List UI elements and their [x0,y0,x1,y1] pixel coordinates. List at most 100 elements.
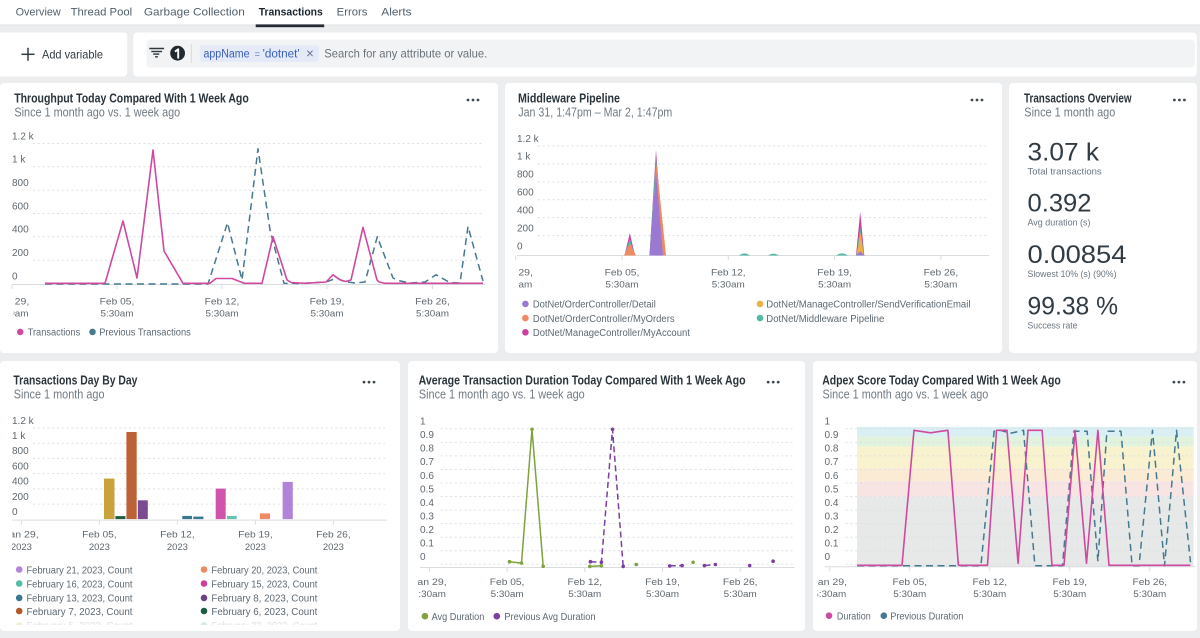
svg-text:0.1: 0.1 [824,538,838,549]
svg-text:Jan 29,: Jan 29, [505,268,533,279]
svg-text:200: 200 [12,492,29,503]
svg-text:5:30am: 5:30am [206,309,239,320]
svg-text:400: 400 [12,225,29,236]
svg-text:2023: 2023 [245,541,266,552]
svg-text:0: 0 [420,552,426,563]
svg-text:5:30am: 5:30am [412,589,445,600]
svg-text:0.2: 0.2 [420,525,434,536]
svg-text:Feb 26,: Feb 26, [924,268,959,279]
svg-text:February 16, 2023, Count: February 16, 2023, Count [27,579,133,590]
svg-text:0.3: 0.3 [824,511,838,522]
svg-text:Average Transaction Duration T: Average Transaction Duration Today Compa… [418,372,745,387]
svg-text:Feb 26,: Feb 26, [415,297,450,308]
svg-text:5:30am: 5:30am [1133,589,1166,600]
svg-text:February 21, 2023, Count: February 21, 2023, Count [27,565,133,576]
svg-text:Feb 05,: Feb 05, [100,297,135,308]
svg-text:DotNet/OrderController/Detail: DotNet/OrderController/Detail [533,300,656,311]
svg-text:0.4: 0.4 [420,498,434,509]
svg-text:Previous Avg Duration: Previous Avg Duration [504,612,595,623]
svg-text:February 22, 2023, Count: February 22, 2023, Count [211,621,317,631]
svg-text:0.8: 0.8 [420,443,434,454]
svg-text:DotNet/Middleware Pipeline: DotNet/Middleware Pipeline [766,314,884,325]
svg-text:Previous Duration: Previous Duration [890,611,963,622]
svg-text:0.5: 0.5 [420,484,434,495]
svg-text:0.9: 0.9 [824,430,838,441]
svg-text:Transactions: Transactions [259,7,323,19]
svg-text:1.2 k: 1.2 k [517,134,540,145]
svg-text:Errors: Errors [337,7,368,19]
svg-text:1.2 k: 1.2 k [12,131,35,142]
svg-text:Transactions Day By Day: Transactions Day By Day [13,372,138,387]
svg-text:Since 1 month ago vs. 1 week a: Since 1 month ago vs. 1 week ago [418,386,584,401]
svg-text:Feb 19,: Feb 19, [645,577,680,588]
svg-text:February 20, 2023, Count: February 20, 2023, Count [211,565,317,576]
svg-text:0.1: 0.1 [420,538,434,549]
svg-text:Previous Transactions: Previous Transactions [99,328,191,339]
svg-text:0: 0 [12,271,18,282]
svg-text:5:30am: 5:30am [893,589,926,600]
svg-text:Overview: Overview [16,7,61,19]
svg-text:Since 1 month ago: Since 1 month ago [14,386,105,401]
svg-text:Duration: Duration [836,611,870,622]
svg-text:800: 800 [12,178,29,189]
svg-text:February 8, 2023, Count: February 8, 2023, Count [211,593,317,604]
svg-text:Slowest 10% (s) (90%): Slowest 10% (s) (90%) [1028,269,1117,280]
svg-text:Total transactions: Total transactions [1028,166,1102,177]
svg-text:×: × [306,46,314,61]
svg-text:Feb 19,: Feb 19, [238,529,273,540]
svg-text:DotNet/OrderController/MyOrder: DotNet/OrderController/MyOrders [533,314,675,325]
svg-text:DotNet/ManageController/SendVe: DotNet/ManageController/SendVerification… [766,300,970,311]
svg-text:Middleware Pipeline: Middleware Pipeline [518,91,620,106]
svg-text:2023: 2023 [11,541,32,552]
svg-text:5:30am: 5:30am [712,280,745,291]
svg-text:3.07 k: 3.07 k [1028,138,1100,166]
svg-text:February 7, 2023, Count: February 7, 2023, Count [27,606,133,617]
svg-text:Search for any attribute or va: Search for any attribute or value. [324,47,487,61]
svg-text:Since 1 month ago vs. 1 week a: Since 1 month ago vs. 1 week ago [14,105,180,120]
svg-text:Feb 05,: Feb 05, [489,577,524,588]
svg-text:=: = [255,49,261,60]
svg-text:400: 400 [12,476,29,487]
svg-text:5:30am: 5:30am [416,309,449,320]
svg-text:800: 800 [12,446,29,457]
svg-text:200: 200 [12,248,29,259]
svg-text:400: 400 [517,205,534,216]
svg-text:Avg duration (s): Avg duration (s) [1028,217,1091,228]
svg-text:Feb 26,: Feb 26, [1132,577,1167,588]
svg-text:5:30am: 5:30am [0,309,29,320]
svg-text:February 6, 2023, Count: February 6, 2023, Count [211,606,317,617]
svg-text:5:30am: 5:30am [568,589,601,600]
svg-text:600: 600 [12,461,29,472]
svg-text:Success rate: Success rate [1028,320,1078,331]
svg-text:0.7: 0.7 [420,457,434,468]
svg-text:5:30am: 5:30am [924,280,957,291]
svg-text:Since 1 month ago: Since 1 month ago [1024,105,1115,120]
svg-text:Avg Duration: Avg Duration [431,612,484,623]
svg-text:Add variable: Add variable [42,47,103,61]
svg-text:0.7: 0.7 [824,457,838,468]
svg-text:Feb 12,: Feb 12, [160,529,195,540]
svg-text:Jan 29,: Jan 29, [813,577,847,588]
svg-text:0: 0 [824,552,830,563]
svg-text:appName: appName [204,49,250,61]
svg-text:Feb 19,: Feb 19, [1052,577,1087,588]
svg-text:800: 800 [517,170,534,181]
svg-text:0.2: 0.2 [824,525,838,536]
svg-text:Throughput Today Compared With: Throughput Today Compared With 1 Week Ag… [14,91,249,106]
svg-text:Transactions: Transactions [28,328,80,339]
svg-text:5:30am: 5:30am [311,309,344,320]
svg-text:Feb 05,: Feb 05, [82,529,117,540]
svg-text:Thread Pool: Thread Pool [71,7,133,19]
svg-text:5:30am: 5:30am [973,589,1006,600]
svg-text:600: 600 [517,188,534,199]
svg-text:2023: 2023 [323,541,344,552]
svg-text:Feb 26,: Feb 26, [722,577,757,588]
svg-text:5:30am: 5:30am [813,589,846,600]
svg-text:Feb 12,: Feb 12, [972,577,1007,588]
svg-text:600: 600 [12,201,29,212]
svg-text:Feb 19,: Feb 19, [817,268,852,279]
svg-text:0.5: 0.5 [824,484,838,495]
svg-text:Jan 29,: Jan 29, [4,529,39,540]
svg-text:0: 0 [517,241,523,252]
svg-text:1 k: 1 k [517,152,531,163]
